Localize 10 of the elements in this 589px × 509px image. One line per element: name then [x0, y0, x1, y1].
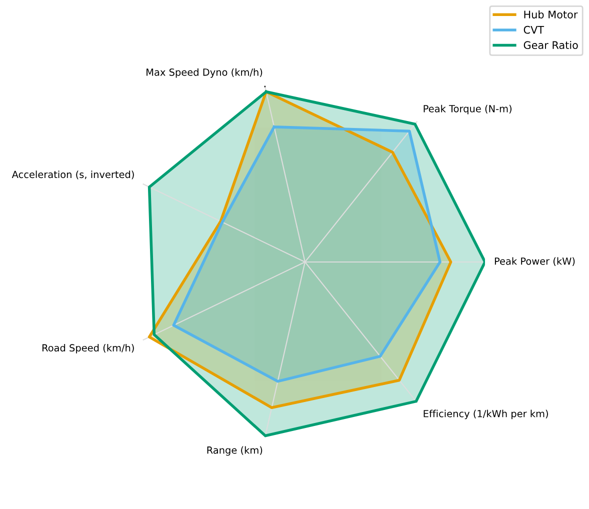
spoke-label: Acceleration (s, inverted)	[12, 170, 134, 180]
spoke-label: Peak Power (kW)	[494, 257, 575, 266]
spoke-label: Range (km)	[207, 446, 262, 456]
spoke-label: Efficiency (1/kWh per km)	[424, 410, 548, 420]
spoke-label: Peak Torque (N-m)	[424, 104, 512, 114]
legend-label: Gear Ratio	[524, 40, 578, 50]
spoke-label: Max Speed Dyno (km/h)	[146, 68, 262, 78]
legend-label: Hub Motor	[524, 10, 578, 18]
legend-label: CVT	[524, 26, 544, 34]
spoke-label: Road Speed (km/h)	[42, 344, 134, 354]
